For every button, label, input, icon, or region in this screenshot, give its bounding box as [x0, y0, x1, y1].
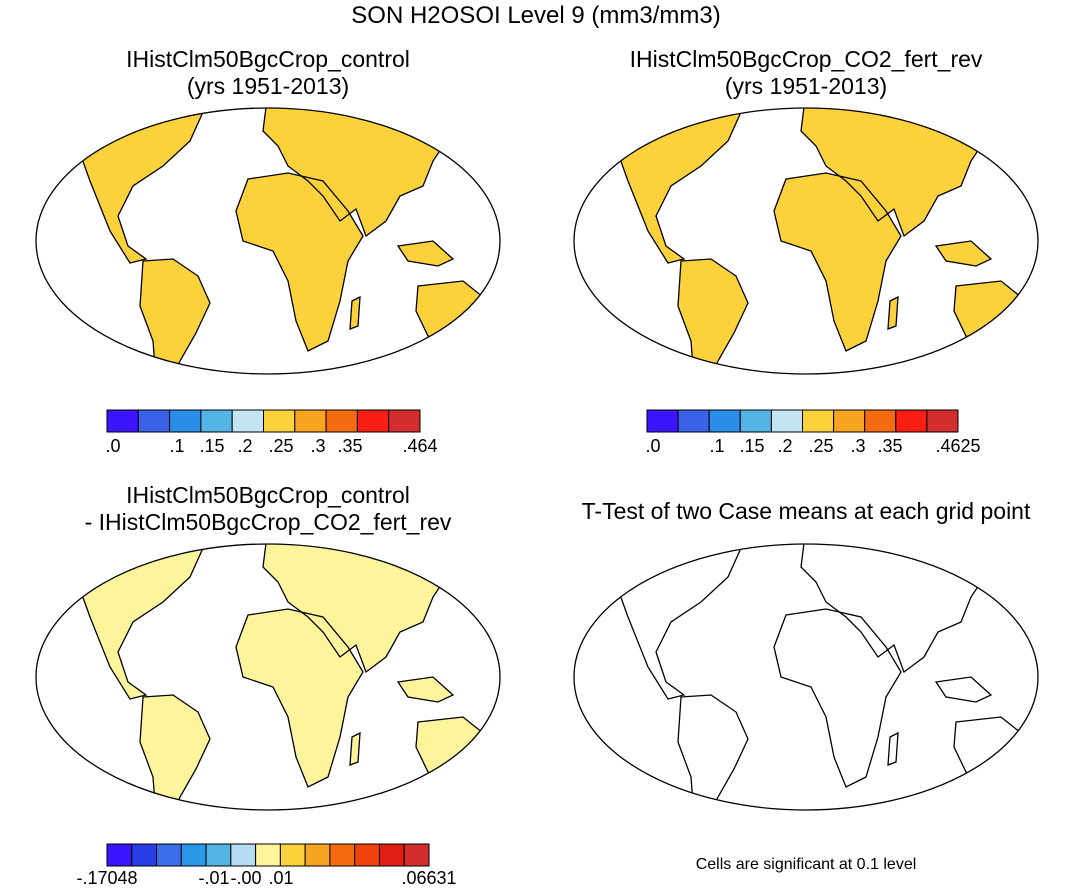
colorbar-2-swatch: [833, 409, 866, 433]
colorbar-2-swatch: [646, 409, 679, 433]
colorbar-1-swatch: [294, 409, 327, 433]
colorbar-2-label: .15: [739, 436, 764, 456]
colorbar-1-label: .464: [402, 436, 437, 456]
colorbar-2-label: .25: [808, 436, 833, 456]
colorbar-1-swatch: [325, 409, 358, 433]
map-panel-2-land: [606, 108, 1026, 374]
map-panel-3-border: [35, 543, 501, 811]
map-panel-4-coastline: [605, 544, 1027, 810]
colorbar-1-swatch: [388, 409, 421, 433]
colorbar-2-swatch: [770, 409, 804, 433]
colorbar-1-swatch: [263, 409, 296, 433]
colorbar-1-swatch: [231, 409, 264, 433]
colorbar-1-label: .2: [237, 436, 252, 456]
colorbar-3-label: -.01: [198, 868, 229, 888]
colorbar-2-label: .35: [877, 436, 902, 456]
colorbar-2-label: .4625: [935, 436, 980, 456]
panel-2-title: IHistClm50BgcCrop_CO2_fert_rev (yrs 1951…: [630, 46, 983, 100]
colorbar-3-swatch: [205, 843, 232, 867]
panel-4-title: T-Test of two Case means at each grid po…: [582, 498, 1031, 525]
panel-3-title-line1: IHistClm50BgcCrop_control: [126, 482, 410, 508]
colorbar-2-swatch: [802, 409, 835, 433]
panel-3-title-line2: - IHistClm50BgcCrop_CO2_fert_rev: [84, 509, 452, 535]
colorbar-3-swatch: [180, 843, 207, 867]
map-panel-2: [573, 107, 1039, 375]
map-panel-1-border: [35, 107, 501, 375]
colorbar-3-swatch: [378, 843, 405, 867]
map-panel-1-land: [68, 108, 488, 374]
map-panel-1: [35, 107, 501, 375]
colorbar-2-label: .0: [645, 436, 660, 456]
colorbar-3-label: -.00: [230, 868, 261, 888]
colorbar-1-swatch: [137, 409, 171, 433]
colorbar-3-swatch: [255, 843, 281, 867]
panel-1-title-line2: (yrs 1951-2013): [186, 73, 350, 99]
colorbar-2-swatch: [708, 409, 741, 433]
figure-title: SON H2OSOI Level 9 (mm3/mm3): [351, 2, 721, 29]
colorbar-3-swatch: [354, 843, 380, 867]
colorbar-1-label: .25: [268, 436, 293, 456]
colorbar-3-label: -.17048: [76, 868, 137, 888]
colorbar-3-swatch: [131, 843, 158, 867]
colorbar-2-swatch: [864, 409, 897, 433]
significance-note: Cells are significant at 0.1 level: [695, 856, 917, 873]
map-panel-4-border: [573, 543, 1039, 811]
colorbar-2-swatch: [895, 409, 928, 433]
colorbar-2-swatch: [926, 409, 959, 433]
colorbar-3-swatch: [279, 843, 306, 867]
significance-cells: [606, 544, 1026, 810]
panel-2-title-line1: IHistClm50BgcCrop_CO2_fert_rev: [629, 46, 983, 72]
colorbar-3-swatch: [156, 843, 182, 867]
colorbar-2-label: .3: [850, 436, 865, 456]
colorbar-3-swatch: [304, 843, 331, 867]
colorbar-3-label: .01: [268, 868, 293, 888]
colorbar-1-label: .15: [199, 436, 224, 456]
colorbar-2-label: .1: [709, 436, 724, 456]
colorbar-1-label: .35: [337, 436, 362, 456]
colorbar-2-label: .2: [777, 436, 792, 456]
colorbar-2-swatch: [739, 409, 772, 433]
colorbar-1-swatch: [106, 409, 139, 433]
colorbar-3-label: .06631: [401, 868, 456, 888]
colorbar-1-label: .0: [105, 436, 120, 456]
panel-3-title: IHistClm50BgcCrop_control - IHistClm50Bg…: [85, 482, 452, 536]
colorbar-3-swatch: [329, 843, 356, 867]
map-panel-3: [35, 543, 501, 811]
colorbar-3-swatch: [403, 843, 430, 867]
colorbar-3: -.17048 -.01 -.00 .01 .06631: [76, 843, 457, 888]
panel-1-title: IHistClm50BgcCrop_control (yrs 1951-2013…: [126, 46, 410, 100]
map-panel-4: [573, 543, 1039, 811]
colorbar-2-swatch: [677, 409, 710, 433]
map-panel-2-border: [573, 107, 1039, 375]
colorbar-2: .0 .1 .15 .2 .25 .3 .35 .4625: [645, 409, 981, 456]
colorbar-3-swatch: [106, 843, 133, 867]
colorbar-1-swatch: [200, 409, 233, 433]
colorbar-3-swatch: [230, 843, 257, 867]
panel-1-title-line1: IHistClm50BgcCrop_control: [126, 46, 410, 72]
colorbar-1-swatch: [356, 409, 390, 433]
map-panel-3-land: [68, 544, 488, 810]
panel-4-title-line1: T-Test of two Case means at each grid po…: [581, 498, 1031, 524]
colorbar-1-swatch: [169, 409, 202, 433]
colorbar-1-label: .1: [169, 436, 184, 456]
panel-2-title-line2: (yrs 1951-2013): [724, 73, 888, 99]
colorbar-1: .0 .1 .15 .2 .25 .3 .35 .464: [105, 409, 438, 456]
colorbar-1-label: .3: [310, 436, 325, 456]
